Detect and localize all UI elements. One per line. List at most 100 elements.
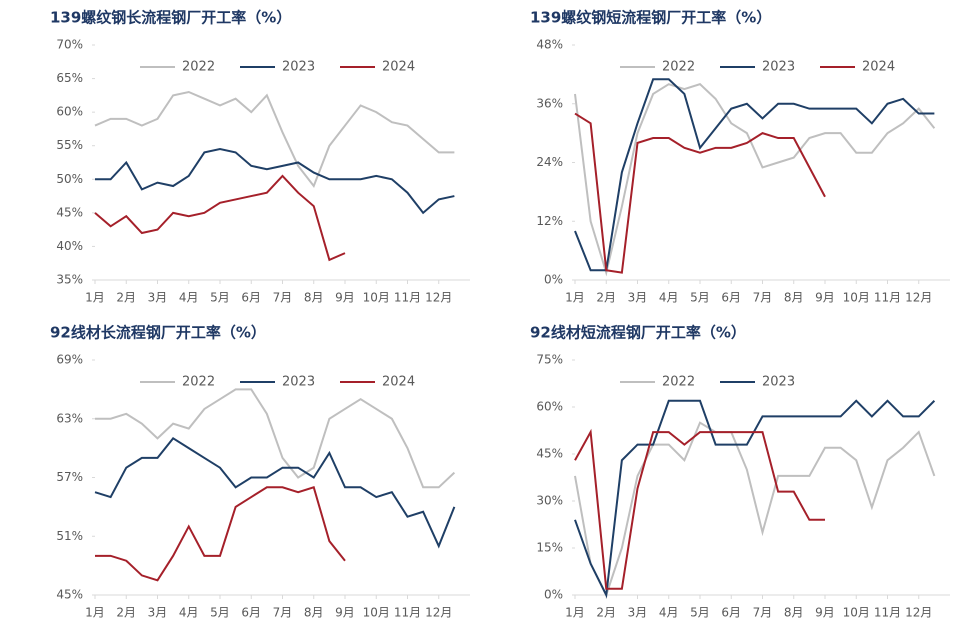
y-tick-label: 45% — [56, 588, 83, 602]
y-tick-label: 45% — [56, 205, 83, 219]
y-tick-label: 36% — [536, 96, 563, 110]
x-tick-label: 12月 — [905, 291, 932, 305]
series-line — [574, 112, 826, 274]
y-tick-label: 24% — [536, 155, 563, 169]
x-tick-label: 8月 — [784, 291, 804, 305]
x-tick-label: 2月 — [596, 291, 616, 305]
x-tick-label: 1月 — [85, 291, 105, 305]
x-tick-label: 1月 — [565, 291, 585, 305]
x-tick-label: 1月 — [85, 606, 105, 620]
x-tick-label: 12月 — [425, 606, 452, 620]
y-tick-label: 65% — [56, 71, 83, 85]
y-tick-label: 70% — [56, 38, 83, 52]
y-tick-label: 48% — [536, 38, 563, 52]
legend-label: 2022 — [662, 375, 695, 390]
series-line — [574, 78, 935, 272]
series-line — [94, 437, 456, 549]
x-tick-label: 11月 — [394, 291, 421, 305]
series-line — [95, 148, 455, 215]
x-tick-label: 9月 — [335, 291, 355, 305]
x-tick-label: 3月 — [628, 291, 648, 305]
legend-label: 2024 — [382, 60, 415, 75]
series-line — [95, 486, 346, 582]
x-tick-label: 9月 — [815, 291, 835, 305]
series-line — [574, 83, 936, 277]
x-tick-label: 4月 — [179, 291, 199, 305]
x-tick-label: 1月 — [565, 606, 585, 620]
x-tick-label: 6月 — [241, 291, 261, 305]
y-tick-label: 40% — [56, 239, 83, 253]
x-tick-label: 9月 — [335, 606, 355, 620]
x-tick-label: 3月 — [148, 291, 168, 305]
x-tick-label: 8月 — [304, 291, 324, 305]
x-tick-label: 3月 — [628, 606, 648, 620]
x-tick-label: 11月 — [874, 606, 901, 620]
series-line — [574, 428, 825, 590]
legend-label: 2024 — [382, 375, 415, 390]
legend-label: 2023 — [282, 60, 315, 75]
x-tick-label: 10月 — [363, 606, 390, 620]
y-tick-label: 69% — [56, 353, 83, 367]
legend-label: 2022 — [182, 375, 215, 390]
y-tick-label: 60% — [536, 400, 563, 414]
y-tick-label: 75% — [536, 353, 563, 367]
x-tick-label: 6月 — [721, 606, 741, 620]
series-line — [574, 399, 936, 599]
y-tick-label: 45% — [536, 447, 563, 461]
x-tick-label: 5月 — [690, 291, 710, 305]
chart-title: 92线材短流程钢厂开工率（%） — [530, 324, 746, 342]
legend-label: 2023 — [762, 60, 795, 75]
y-tick-label: 60% — [56, 105, 83, 119]
series-line — [94, 174, 346, 262]
legend-label: 2024 — [862, 60, 895, 75]
x-tick-label: 7月 — [753, 606, 773, 620]
y-tick-label: 51% — [56, 529, 83, 543]
x-tick-label: 2月 — [116, 606, 136, 620]
x-tick-label: 10月 — [363, 291, 390, 305]
series-line — [94, 90, 455, 189]
x-tick-label: 12月 — [905, 606, 932, 620]
y-tick-label: 12% — [536, 214, 563, 228]
y-tick-label: 30% — [536, 494, 563, 508]
legend-label: 2023 — [282, 375, 315, 390]
x-tick-label: 7月 — [753, 291, 773, 305]
x-tick-label: 9月 — [815, 606, 835, 620]
x-tick-label: 5月 — [210, 606, 230, 620]
x-tick-label: 7月 — [273, 291, 293, 305]
x-tick-label: 11月 — [874, 291, 901, 305]
x-tick-label: 4月 — [659, 291, 679, 305]
series-line — [574, 421, 936, 598]
x-tick-label: 12月 — [425, 291, 452, 305]
x-tick-label: 11月 — [394, 606, 421, 620]
legend-label: 2023 — [762, 375, 795, 390]
y-tick-label: 0% — [544, 273, 563, 287]
x-tick-label: 7月 — [273, 606, 293, 620]
x-tick-label: 2月 — [116, 291, 136, 305]
legend-label: 2022 — [182, 60, 215, 75]
chart-title: 139螺纹钢短流程钢厂开工率（%） — [530, 9, 771, 27]
x-tick-label: 8月 — [304, 606, 324, 620]
chart-title: 92线材长流程钢厂开工率（%） — [50, 324, 266, 342]
y-tick-label: 50% — [56, 172, 83, 186]
legend-label: 2022 — [662, 60, 695, 75]
y-tick-label: 15% — [536, 541, 563, 555]
y-tick-label: 63% — [56, 411, 83, 425]
x-tick-label: 3月 — [148, 606, 168, 620]
y-tick-label: 55% — [56, 138, 83, 152]
x-tick-label: 10月 — [843, 291, 870, 305]
chart-title: 139螺纹钢长流程钢厂开工率（%） — [50, 9, 291, 27]
x-tick-label: 4月 — [659, 606, 679, 620]
y-tick-label: 35% — [56, 273, 83, 287]
x-tick-label: 5月 — [690, 606, 710, 620]
y-tick-label: 57% — [56, 470, 83, 484]
x-tick-label: 5月 — [210, 291, 230, 305]
x-tick-label: 6月 — [241, 606, 261, 620]
x-tick-label: 10月 — [843, 606, 870, 620]
x-tick-label: 4月 — [179, 606, 199, 620]
x-tick-label: 6月 — [721, 291, 741, 305]
series-line — [95, 388, 456, 489]
x-tick-label: 8月 — [784, 606, 804, 620]
x-tick-label: 2月 — [596, 606, 616, 620]
y-tick-label: 0% — [544, 588, 563, 602]
